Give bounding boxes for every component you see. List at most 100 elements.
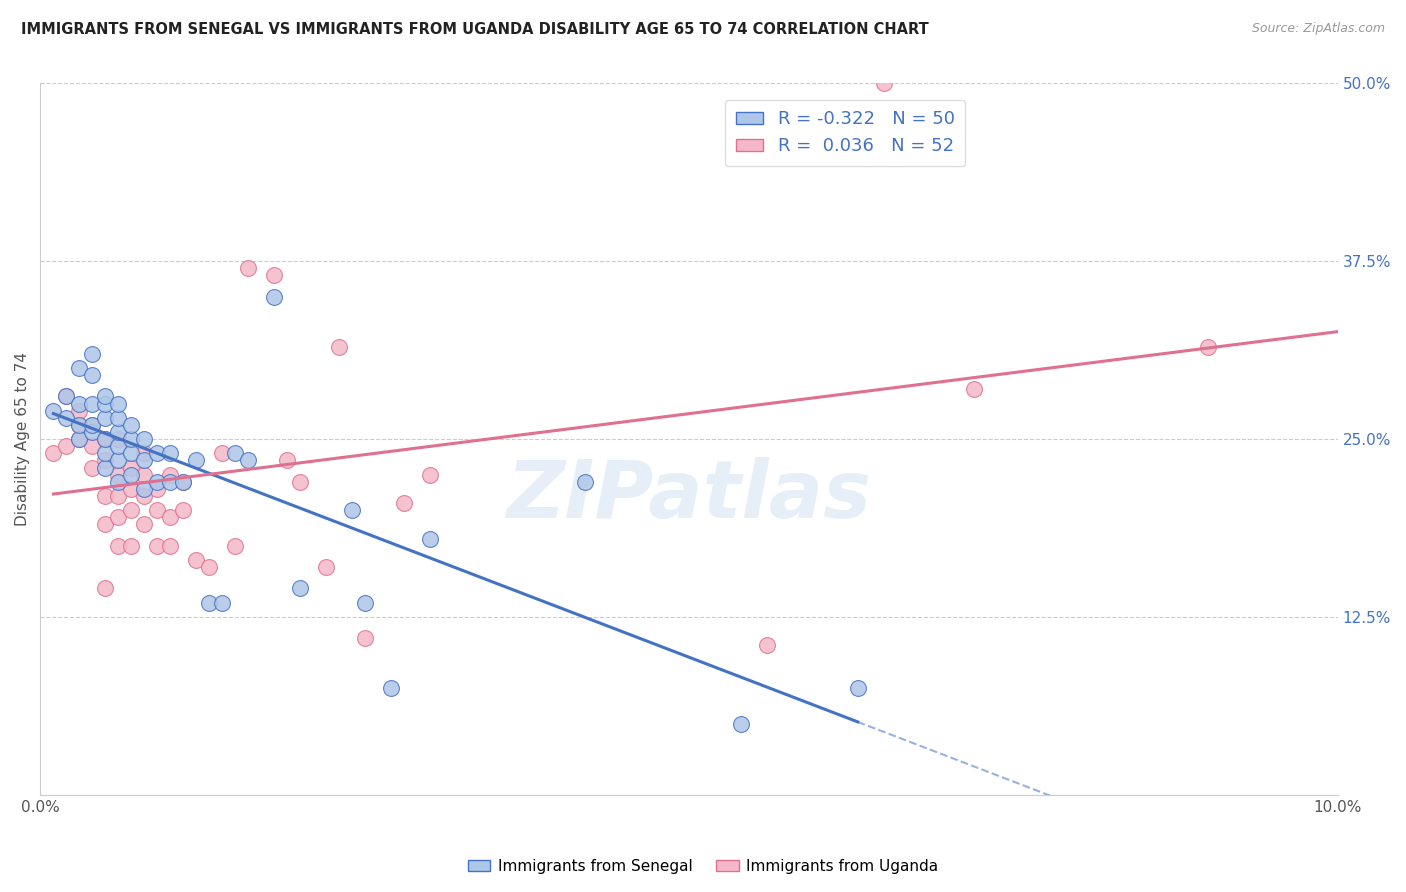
Point (107, 439, 129, 453)
Point (315, 560, 337, 574)
Point (263, 268, 285, 283)
Point (134, 467, 156, 482)
Point (107, 432, 129, 446)
Point (288, 475, 311, 489)
Point (67, 417, 90, 432)
Point (82, 417, 104, 432)
Point (107, 410, 129, 425)
Point (236, 261, 259, 276)
Point (184, 553, 207, 567)
Text: IMMIGRANTS FROM SENEGAL VS IMMIGRANTS FROM UGANDA DISABILITY AGE 65 TO 74 CORREL: IMMIGRANTS FROM SENEGAL VS IMMIGRANTS FR… (21, 22, 929, 37)
Point (120, 539, 142, 553)
Point (184, 453, 207, 467)
Point (120, 467, 142, 482)
Point (159, 446, 181, 460)
Point (55, 389, 77, 403)
Point (82, 439, 104, 453)
Point (159, 539, 181, 553)
Point (276, 453, 298, 467)
Point (107, 510, 129, 524)
Point (172, 475, 194, 489)
Point (94, 389, 117, 403)
Point (392, 496, 415, 510)
Point (82, 417, 104, 432)
Point (159, 510, 181, 524)
Point (120, 446, 142, 460)
Point (159, 475, 181, 489)
Point (146, 475, 169, 489)
Point (134, 446, 156, 460)
Text: ZIPatlas: ZIPatlas (506, 457, 872, 535)
Point (224, 539, 246, 553)
Point (94, 396, 117, 410)
Point (1197, 340, 1219, 354)
Point (94, 582, 117, 596)
Point (146, 503, 169, 517)
Point (328, 340, 350, 354)
Point (94, 453, 117, 467)
Point (55, 439, 77, 453)
Point (353, 631, 375, 645)
Point (211, 596, 233, 610)
Point (107, 539, 129, 553)
Point (146, 482, 169, 496)
Point (419, 467, 441, 482)
Point (159, 467, 181, 482)
Y-axis label: Disability Age 65 to 74: Disability Age 65 to 74 (15, 352, 30, 526)
Point (94, 432, 117, 446)
Point (963, 382, 986, 396)
Point (224, 446, 246, 460)
Point (120, 482, 142, 496)
Point (82, 425, 104, 439)
Point (82, 460, 104, 475)
Point (236, 453, 259, 467)
Text: Source: ZipAtlas.com: Source: ZipAtlas.com (1251, 22, 1385, 36)
Point (730, 716, 752, 731)
Point (67, 396, 90, 410)
Point (82, 347, 104, 361)
Point (353, 596, 375, 610)
Point (107, 467, 129, 482)
Point (120, 417, 142, 432)
Point (120, 460, 142, 475)
Point (846, 681, 869, 695)
Point (198, 596, 221, 610)
Point (380, 681, 402, 695)
Point (134, 453, 156, 467)
Point (94, 460, 117, 475)
Point (172, 503, 194, 517)
Point (107, 475, 129, 489)
Point (107, 453, 129, 467)
Point (67, 432, 90, 446)
Point (288, 582, 311, 596)
Point (107, 425, 129, 439)
Point (67, 403, 90, 417)
Point (172, 475, 194, 489)
Point (82, 368, 104, 382)
Point (67, 360, 90, 375)
Point (419, 532, 441, 546)
Point (146, 539, 169, 553)
Point (67, 417, 90, 432)
Point (263, 290, 285, 304)
Legend: Immigrants from Senegal, Immigrants from Uganda: Immigrants from Senegal, Immigrants from… (461, 853, 945, 880)
Legend: R = -0.322   N = 50, R =  0.036   N = 52: R = -0.322 N = 50, R = 0.036 N = 52 (725, 100, 966, 166)
Point (134, 489, 156, 503)
Point (872, 77, 894, 91)
Point (134, 482, 156, 496)
Point (107, 489, 129, 503)
Point (107, 396, 129, 410)
Point (146, 446, 169, 460)
Point (340, 503, 363, 517)
Point (94, 432, 117, 446)
Point (755, 638, 778, 652)
Point (198, 560, 221, 574)
Point (55, 389, 77, 403)
Point (94, 410, 117, 425)
Point (120, 432, 142, 446)
Point (42, 403, 65, 417)
Point (120, 503, 142, 517)
Point (134, 432, 156, 446)
Point (82, 396, 104, 410)
Point (94, 489, 117, 503)
